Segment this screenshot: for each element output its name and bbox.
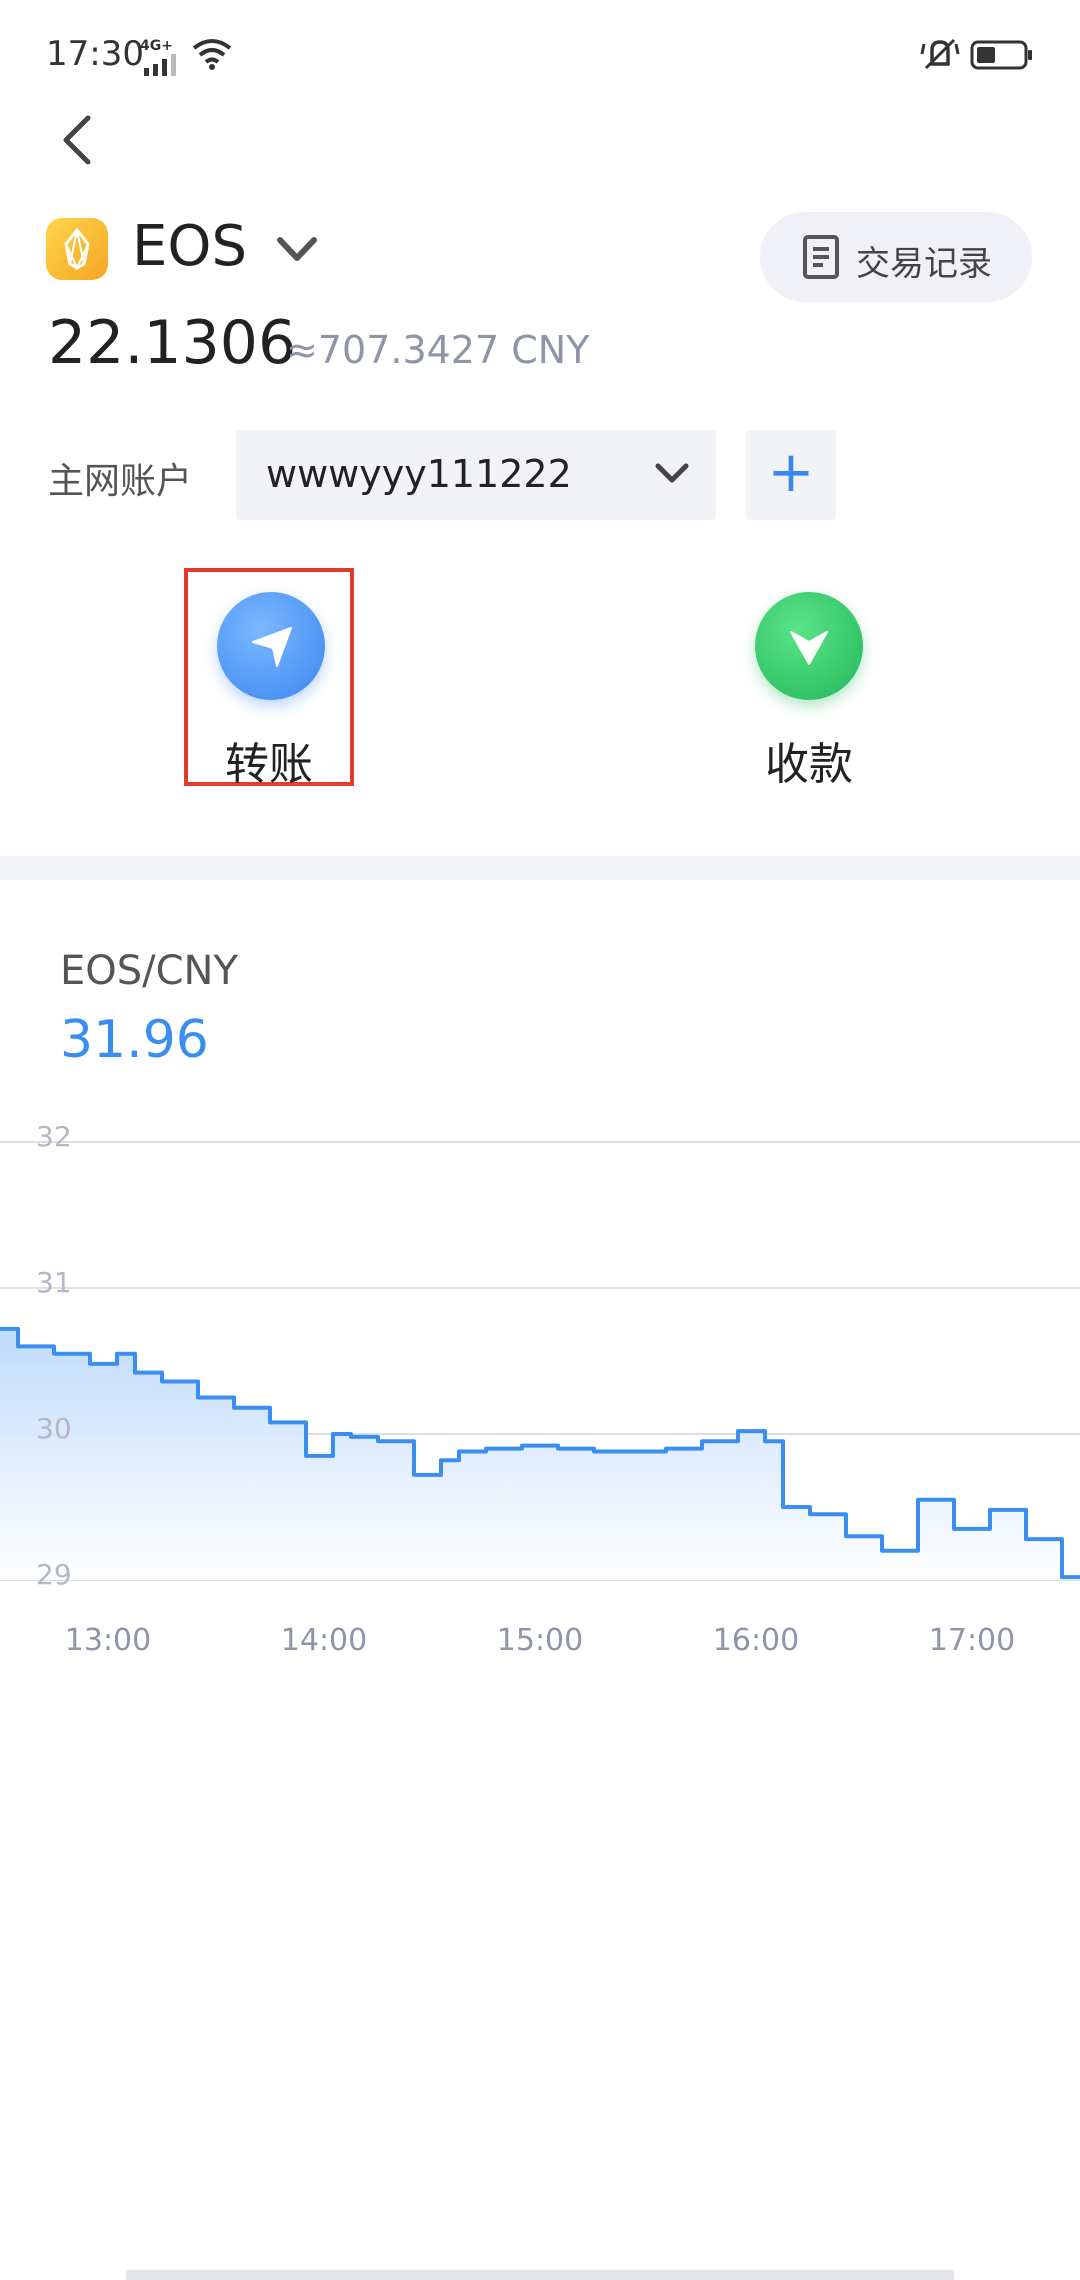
add-account-button[interactable]: +	[746, 430, 836, 520]
transfer-label: 转账	[225, 739, 313, 790]
x-tick-label: 16:00	[713, 1623, 799, 1658]
account-value: wwwyyy111222	[266, 452, 572, 496]
chevron-down-icon	[655, 463, 689, 483]
trading-pair-price: 31.96	[60, 1010, 209, 1070]
y-tick-label: 29	[36, 1558, 72, 1591]
balance-cny-value: ≈707.3427 CNY	[286, 328, 590, 372]
y-tick-label: 31	[36, 1266, 72, 1299]
status-time: 17:30	[46, 34, 144, 74]
battery-icon	[970, 40, 1032, 70]
account-select[interactable]: wwwyyy111222	[236, 430, 716, 520]
price-chart: 32 31 30 29 13:00 14:00 15:00 16:00 17:00	[0, 1120, 1080, 1658]
y-tick-label: 32	[36, 1120, 72, 1153]
transfer-icon-circle	[217, 592, 325, 700]
vibrate-mode-icon	[920, 38, 960, 70]
bottom-scroll-indicator	[126, 2270, 954, 2280]
transaction-history-label: 交易记录	[856, 244, 992, 284]
eos-logo	[46, 218, 108, 280]
plus-icon: +	[767, 440, 815, 505]
status-bar: 17:30 4G+	[0, 0, 1080, 110]
document-icon	[803, 235, 839, 279]
network-type: 4G+	[140, 38, 173, 54]
price-area	[0, 1328, 1080, 1580]
trading-pair-label: EOS/CNY	[60, 948, 238, 994]
token-name: EOS	[132, 214, 248, 279]
wifi-icon	[192, 39, 232, 70]
back-button[interactable]	[50, 110, 110, 170]
receive-arrow-icon	[790, 631, 828, 665]
x-tick-label: 17:00	[929, 1623, 1015, 1658]
token-balance: 22.1306	[48, 308, 297, 378]
receive-button[interactable]: 收款	[724, 568, 894, 790]
mainnet-account-label: 主网账户	[48, 461, 193, 502]
section-divider	[0, 856, 1080, 880]
send-arrow-icon	[252, 627, 292, 667]
x-tick-label: 15:00	[497, 1623, 583, 1658]
x-tick-label: 14:00	[281, 1623, 367, 1658]
chevron-down-icon	[277, 237, 317, 261]
x-tick-label: 13:00	[65, 1623, 151, 1658]
receive-label: 收款	[765, 739, 853, 790]
price-line	[0, 1326, 1080, 1580]
transfer-button[interactable]: 转账	[184, 568, 354, 790]
token-switch-button[interactable]	[272, 230, 322, 270]
transaction-history-button[interactable]: 交易记录	[760, 212, 1032, 302]
signal-icon	[144, 54, 176, 76]
y-tick-label: 30	[36, 1412, 72, 1445]
eos-logo-icon	[64, 228, 90, 271]
receive-icon-circle	[755, 592, 863, 700]
back-arrow-icon	[63, 115, 91, 165]
